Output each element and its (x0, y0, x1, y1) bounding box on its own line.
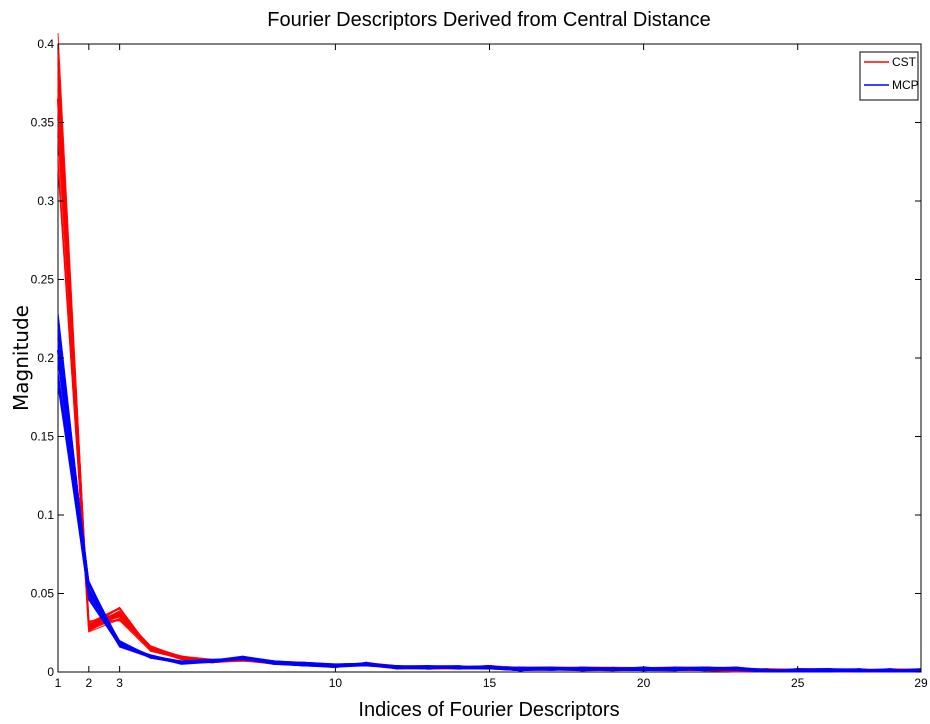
plot-area (57, 43, 922, 673)
series-cst-point (57, 98, 59, 100)
series-mcp-point (766, 669, 768, 671)
x-tick-label: 29 (914, 676, 928, 690)
legend-label-cst: CST (892, 55, 917, 69)
series-mcp-point (303, 663, 305, 665)
series-mcp-point (180, 661, 182, 663)
y-tick-label: 0.2 (37, 351, 54, 365)
x-tick-label: 10 (329, 676, 343, 690)
y-tick-label: 0 (47, 665, 54, 679)
series-mcp-point (827, 669, 829, 671)
legend: CST MCP (859, 51, 919, 101)
x-tick-label: 25 (791, 676, 805, 690)
series-mcp-point (242, 657, 244, 659)
series-mcp-point (427, 666, 429, 668)
series-mcp-point (118, 643, 120, 645)
series-mcp-point (612, 668, 614, 670)
series-cst-point (180, 657, 182, 659)
x-axis-label: Indices of Fourier Descriptors (358, 699, 619, 721)
chart-title: Fourier Descriptors Derived from Central… (267, 9, 710, 31)
legend-box (859, 51, 919, 101)
series-mcp-point (211, 660, 213, 662)
series-mcp-point (519, 668, 521, 670)
axis-ticks: 0 0.05 0.1 0.15 0.2 0.25 0.3 0.35 0.4 1 2 3 10 15 20 25… (31, 37, 928, 690)
x-tick-label: 3 (116, 676, 123, 690)
series-cst-point (118, 613, 120, 615)
y-tick-label: 0.15 (31, 430, 55, 444)
series-mcp-point (273, 661, 275, 663)
x-tick-label: 20 (637, 676, 651, 690)
y-tick-label: 0.4 (37, 37, 54, 51)
series-mcp-point (396, 666, 398, 668)
y-tick-label: 0.1 (37, 508, 54, 522)
series-mcp-point (458, 666, 460, 668)
series-mcp-point (889, 669, 891, 671)
series-mcp-point (581, 668, 583, 670)
series-mcp-point (704, 668, 706, 670)
series-mcp-point (858, 669, 860, 671)
series-mcp-point (149, 655, 151, 657)
series-mcp-point (735, 668, 737, 670)
series-mcp-point (57, 349, 59, 351)
legend-label-mcp: MCP (892, 78, 919, 92)
x-tick-label: 2 (85, 676, 92, 690)
series-mcp-point (88, 589, 90, 591)
series-mcp-point (365, 663, 367, 665)
y-axis-label: Magnitude (9, 305, 33, 411)
y-tick-label: 0.35 (31, 116, 55, 130)
x-tick-label: 1 (55, 676, 62, 690)
series-mcp-point (550, 668, 552, 670)
series-cst-point (88, 625, 90, 627)
y-tick-label: 0.25 (31, 273, 55, 287)
x-tick-label: 15 (483, 676, 497, 690)
series-mcp-point (673, 668, 675, 670)
y-tick-label: 0.05 (31, 587, 55, 601)
series-cst-point (149, 647, 151, 649)
y-tick-label: 0.3 (37, 194, 54, 208)
